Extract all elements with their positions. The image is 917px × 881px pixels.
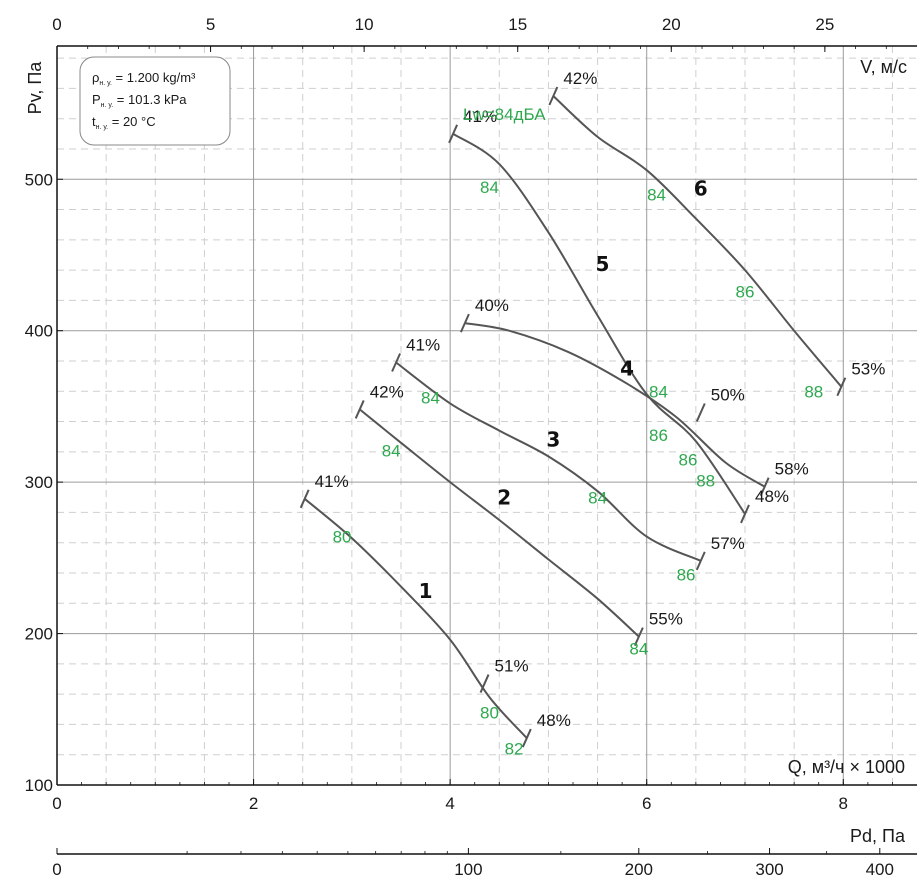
top-tick-label: 15 — [508, 15, 527, 34]
efficiency-marker — [299, 489, 310, 509]
curve-number-label: 6 — [694, 176, 708, 200]
chart-labels: 41%51%48%80808242%55%848441%57%84848640%… — [315, 69, 886, 759]
efficiency-marker — [695, 403, 706, 422]
bottom-tick-label: 8 — [839, 794, 848, 813]
pd-tick-label: 400 — [866, 860, 894, 879]
top-tick-label: 0 — [52, 15, 61, 34]
noise-label: 84 — [649, 382, 668, 401]
pd-tick-label: 300 — [755, 860, 783, 879]
left-tick-label: 500 — [25, 170, 53, 189]
noise-label: 88 — [696, 472, 715, 491]
curve-4 — [464, 322, 766, 488]
curve-number-label: 4 — [620, 357, 634, 381]
efficiency-label: 48% — [537, 711, 571, 730]
noise-label: 84 — [480, 178, 499, 197]
left-tick-label: 200 — [25, 625, 53, 644]
efficiency-label: 41% — [406, 335, 440, 354]
pressure-condition: Pн. у. = 101.3 kPa — [92, 92, 187, 109]
plot-frame — [56, 45, 917, 855]
efficiency-marker — [354, 400, 365, 419]
noise-label: 82 — [505, 740, 524, 759]
efficiency-marker — [759, 477, 770, 497]
bottom-tick-label: 4 — [445, 794, 454, 813]
curve-number-label: 2 — [497, 485, 511, 509]
efficiency-label: 50% — [711, 385, 745, 404]
curve-2 — [359, 408, 640, 638]
pd-axis-title: Pd, Па — [850, 826, 906, 846]
efficiency-marker — [391, 353, 401, 372]
noise-label: 88 — [804, 382, 823, 401]
noise-label: 84 — [382, 441, 401, 460]
efficiency-marker — [740, 504, 750, 524]
left-tick-label: 400 — [25, 322, 53, 341]
left-axis-title: Pv, Па — [25, 61, 45, 115]
efficiency-label: 55% — [649, 610, 683, 629]
noise-label: 84 — [647, 185, 666, 204]
noise-label: 86 — [649, 426, 668, 445]
noise-legend: Lw=84дБА — [463, 105, 546, 124]
pd-tick-label: 0 — [52, 860, 61, 879]
left-tick-label: 100 — [25, 776, 53, 795]
curve-number-label: 5 — [596, 252, 610, 276]
noise-label: 80 — [333, 528, 352, 547]
efficiency-marker — [548, 86, 559, 106]
curve-number-label: 1 — [419, 579, 433, 603]
temperature-condition: tн. у. = 20 °C — [92, 114, 156, 131]
left-tick-label: 300 — [25, 473, 53, 492]
noise-label: 86 — [736, 282, 755, 301]
efficiency-label: 53% — [851, 360, 885, 379]
efficiency-label: 42% — [563, 69, 597, 88]
noise-label: 80 — [480, 703, 499, 722]
conditions-box: ρн. у. = 1.200 kg/m³ Pн. у. = 101.3 kPa … — [79, 56, 231, 146]
efficiency-label: 40% — [475, 296, 509, 315]
noise-label: 84 — [588, 488, 607, 507]
efficiency-label: 41% — [315, 472, 349, 491]
grid — [57, 46, 917, 785]
bottom-tick-label: 0 — [52, 794, 61, 813]
pd-tick-label: 100 — [454, 860, 482, 879]
curve-3 — [395, 361, 702, 562]
efficiency-marker — [633, 627, 644, 647]
bottom-axis-title: Q, м³/ч × 1000 — [788, 757, 905, 777]
curve-5 — [452, 132, 746, 515]
efficiency-marker — [479, 674, 490, 693]
curve-6 — [552, 95, 843, 388]
efficiency-marker — [695, 551, 706, 571]
fan-curves — [299, 86, 847, 748]
efficiency-label: 41% — [463, 107, 497, 126]
bottom-tick-label: 6 — [642, 794, 651, 813]
efficiency-label: 42% — [370, 382, 404, 401]
noise-label: 86 — [677, 566, 696, 585]
top-tick-label: 20 — [662, 15, 681, 34]
efficiency-marker — [448, 124, 459, 144]
efficiency-label: 48% — [755, 487, 789, 506]
top-axis-title: V, м/с — [860, 57, 907, 77]
curve-number-label: 3 — [546, 428, 560, 452]
efficiency-marker — [459, 313, 470, 333]
density-condition: ρн. у. = 1.200 kg/m³ — [92, 70, 196, 87]
efficiency-label: 58% — [775, 460, 809, 479]
efficiency-marker — [521, 728, 532, 748]
top-tick-label: 25 — [815, 15, 834, 34]
bottom-tick-label: 2 — [249, 794, 258, 813]
efficiency-label: 57% — [711, 534, 745, 553]
curve-1 — [304, 498, 528, 739]
efficiency-label: 51% — [495, 657, 529, 676]
efficiency-marker — [836, 377, 847, 397]
pd-tick-label: 200 — [625, 860, 653, 879]
noise-label: 84 — [629, 640, 648, 659]
noise-label: 84 — [421, 388, 440, 407]
top-tick-label: 5 — [206, 15, 215, 34]
noise-label: 86 — [679, 450, 698, 469]
top-tick-label: 10 — [355, 15, 374, 34]
